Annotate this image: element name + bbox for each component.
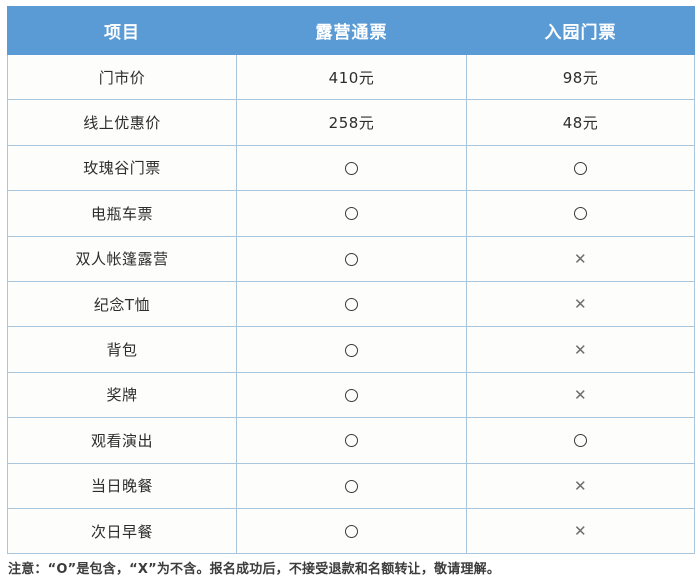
cell-park-ticket: 48元 xyxy=(466,99,695,146)
included-circle-icon xyxy=(574,161,587,175)
cell-camp-pass: 410元 xyxy=(236,53,467,101)
excluded-cross-icon: ✕ xyxy=(573,249,588,268)
included-circle-icon xyxy=(574,207,587,221)
cell-park-ticket: ✕ xyxy=(466,280,695,328)
included-circle-icon xyxy=(345,252,358,266)
cell-park-ticket xyxy=(466,144,695,192)
included-circle-icon xyxy=(574,434,587,448)
column-header-item: 项目 xyxy=(7,6,237,55)
included-circle-icon xyxy=(345,161,358,175)
included-circle-icon xyxy=(345,207,358,221)
excluded-cross-icon: ✕ xyxy=(573,476,588,495)
table-row: 观看演出 xyxy=(7,417,695,464)
table-row: 双人帐篷露营 ✕ xyxy=(7,235,695,282)
included-circle-icon xyxy=(345,479,358,493)
table-row: 次日早餐 ✕ xyxy=(7,507,695,555)
cell-park-ticket xyxy=(466,190,695,237)
cell-park-ticket: ✕ xyxy=(466,462,695,509)
cell-camp-pass xyxy=(236,326,467,373)
cell-park-ticket: ✕ xyxy=(466,507,695,555)
row-label: 门市价 xyxy=(7,53,237,101)
table-row: 线上优惠价 258元 48元 xyxy=(7,99,695,146)
table-row: 纪念T恤 ✕ xyxy=(7,280,695,328)
column-header-park-ticket: 入园门票 xyxy=(466,6,695,55)
footnote-text: 注意：“O”是包含，“X”为不含。报名成功后，不接受退款和名额转让，敬请理解。 xyxy=(8,562,501,577)
included-circle-icon xyxy=(345,434,358,448)
header-row: 项目 露营通票 入园门票 xyxy=(7,6,695,55)
cell-park-ticket: 98元 xyxy=(466,53,695,101)
cell-camp-pass xyxy=(236,507,467,555)
cell-camp-pass xyxy=(236,280,467,328)
cell-park-ticket xyxy=(466,417,695,464)
included-circle-icon xyxy=(345,343,358,357)
excluded-cross-icon: ✕ xyxy=(573,340,588,359)
cell-park-ticket: ✕ xyxy=(466,235,695,282)
row-label: 观看演出 xyxy=(7,417,237,464)
excluded-cross-icon: ✕ xyxy=(573,385,588,404)
cell-camp-pass xyxy=(236,190,467,237)
cell-camp-pass xyxy=(236,371,467,419)
included-circle-icon xyxy=(345,298,358,312)
table-row: 当日晚餐 ✕ xyxy=(7,462,695,509)
cell-camp-pass xyxy=(236,417,467,464)
table-row: 电瓶车票 xyxy=(7,190,695,237)
excluded-cross-icon: ✕ xyxy=(573,522,588,541)
cell-park-ticket: ✕ xyxy=(466,371,695,419)
cell-camp-pass xyxy=(236,235,467,282)
cell-camp-pass xyxy=(236,144,467,192)
cell-park-ticket: ✕ xyxy=(466,326,695,373)
cell-camp-pass: 258元 xyxy=(236,99,467,146)
included-circle-icon xyxy=(345,388,358,402)
ticket-comparison-table-container: 项目 露营通票 入园门票 门市价 410元 98元 线上优惠价 258元 48元 玫瑰谷门票… xyxy=(7,6,695,555)
row-label: 次日早餐 xyxy=(7,507,237,555)
excluded-cross-icon: ✕ xyxy=(573,295,588,314)
row-label: 线上优惠价 xyxy=(7,99,237,146)
row-label: 奖牌 xyxy=(7,371,237,419)
row-label: 玫瑰谷门票 xyxy=(7,144,237,192)
cell-camp-pass xyxy=(236,462,467,509)
ticket-comparison-table: 项目 露营通票 入园门票 门市价 410元 98元 线上优惠价 258元 48元 玫瑰谷门票… xyxy=(7,6,695,555)
row-label: 当日晚餐 xyxy=(7,462,237,509)
table-row: 玫瑰谷门票 xyxy=(7,144,695,192)
table-body: 门市价 410元 98元 线上优惠价 258元 48元 玫瑰谷门票 电瓶车票 双人帐篷露营 ✕ 纪念… xyxy=(7,53,695,555)
row-label: 纪念T恤 xyxy=(7,280,237,328)
included-circle-icon xyxy=(345,525,358,539)
table-row: 背包 ✕ xyxy=(7,326,695,373)
row-label: 背包 xyxy=(7,326,237,373)
table-row: 奖牌 ✕ xyxy=(7,371,695,419)
row-label: 电瓶车票 xyxy=(7,190,237,237)
row-label: 双人帐篷露营 xyxy=(7,235,237,282)
table-header: 项目 露营通票 入园门票 xyxy=(7,6,695,55)
table-row: 门市价 410元 98元 xyxy=(7,53,695,101)
column-header-camp-pass: 露营通票 xyxy=(236,6,467,55)
